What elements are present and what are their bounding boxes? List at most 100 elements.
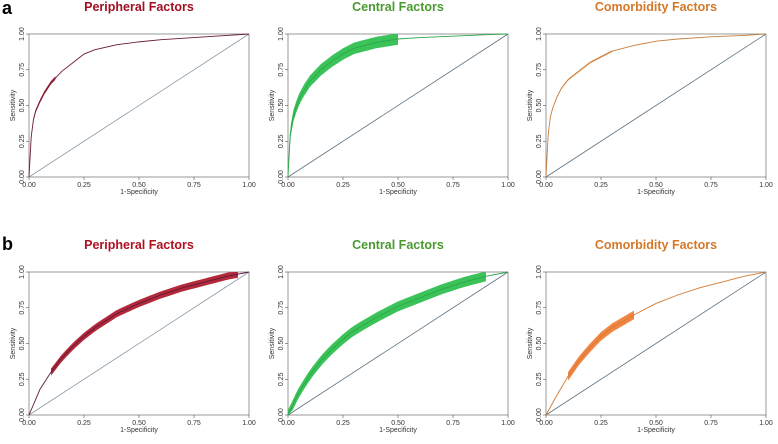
x-tick-label: 0.75 xyxy=(187,182,201,189)
x-tick-label: 1.00 xyxy=(759,182,773,189)
x-tick-label: 1.00 xyxy=(501,182,515,189)
y-tick-label: 1.00 xyxy=(536,265,543,279)
chart-b-3: Comorbidity Factors 0.00 0.25 0.50 0.75 1.00 0… xyxy=(527,238,773,434)
x-axis-label: 1-Specificity xyxy=(120,427,158,434)
roc-curve xyxy=(545,33,767,178)
x-axis-label: 1-Specificity xyxy=(120,189,158,196)
y-axis-label: Sensitivity xyxy=(269,327,276,359)
y-tick-label: 1.00 xyxy=(278,27,285,41)
charts-layer: Peripheral Factors 0.00 0.25 0.50 0.75 1.00 0.… xyxy=(10,0,773,434)
x-tick-label: 0.00 xyxy=(281,420,295,427)
x-tick-label: 1.00 xyxy=(759,420,773,427)
reference-line xyxy=(28,33,250,178)
y-tick-label: 0.75 xyxy=(19,301,26,315)
x-tick-label: 1.00 xyxy=(242,420,256,427)
y-tick-label: 0.00 xyxy=(278,408,285,422)
reference-line xyxy=(287,33,509,178)
y-tick-label: 0.75 xyxy=(19,63,26,77)
chart-title: Peripheral Factors xyxy=(84,0,194,14)
panel-label-b: b xyxy=(2,234,13,254)
chart-a-2: Central Factors 0.00 0.25 0.50 0.75 1.00 0.00 0… xyxy=(269,0,515,196)
y-tick-label: 0.25 xyxy=(536,134,543,148)
chart-b-2: Central Factors 0.00 0.25 0.50 0.75 1.00 0.00 0… xyxy=(269,238,515,434)
x-axis-label: 1-Specificity xyxy=(637,189,675,196)
y-tick-label: 0.25 xyxy=(278,134,285,148)
reference-line xyxy=(545,33,767,178)
x-tick-label: 0.50 xyxy=(391,182,405,189)
x-tick-label: 0.00 xyxy=(539,182,553,189)
chart-title: Central Factors xyxy=(352,0,444,14)
x-tick-label: 0.25 xyxy=(336,420,350,427)
x-tick-label: 0.25 xyxy=(594,420,608,427)
y-axis-label: Sensitivity xyxy=(527,327,534,359)
y-tick-label: 0.00 xyxy=(278,170,285,184)
x-tick-label: 0.50 xyxy=(132,182,146,189)
chart-title: Comorbidity Factors xyxy=(595,238,717,252)
reference-line xyxy=(287,271,509,416)
y-tick-label: 0.00 xyxy=(536,408,543,422)
y-tick-label: 0.25 xyxy=(536,372,543,386)
x-tick-label: 0.00 xyxy=(539,420,553,427)
x-axis-label: 1-Specificity xyxy=(379,427,417,434)
chart-title: Comorbidity Factors xyxy=(595,0,717,14)
y-axis-label: Sensitivity xyxy=(527,89,534,121)
x-axis-label: 1-Specificity xyxy=(379,189,417,196)
y-tick-label: 1.00 xyxy=(19,27,26,41)
y-tick-label: 0.25 xyxy=(19,372,26,386)
x-tick-label: 0.75 xyxy=(187,420,201,427)
x-tick-label: 0.25 xyxy=(594,182,608,189)
x-tick-label: 0.25 xyxy=(336,182,350,189)
x-tick-label: 0.50 xyxy=(132,420,146,427)
x-tick-label: 0.25 xyxy=(77,182,91,189)
y-tick-label: 0.50 xyxy=(19,99,26,113)
chart-a-3: Comorbidity Factors 0.00 0.25 0.50 0.75 1.00 0… xyxy=(527,0,773,196)
y-tick-label: 0.50 xyxy=(278,337,285,351)
reference-line xyxy=(545,271,767,416)
y-tick-label: 0.50 xyxy=(536,99,543,113)
x-tick-label: 0.00 xyxy=(281,182,295,189)
y-tick-label: 0.00 xyxy=(536,170,543,184)
x-tick-label: 0.75 xyxy=(446,420,460,427)
y-axis-label: Sensitivity xyxy=(269,89,276,121)
x-tick-label: 0.50 xyxy=(649,182,663,189)
y-tick-label: 0.75 xyxy=(536,63,543,77)
y-tick-label: 0.00 xyxy=(19,170,26,184)
reference-line xyxy=(28,271,250,416)
x-tick-label: 0.25 xyxy=(77,420,91,427)
y-tick-label: 0.75 xyxy=(278,63,285,77)
roc-curve xyxy=(287,271,509,416)
x-tick-label: 1.00 xyxy=(501,420,515,427)
y-tick-label: 0.50 xyxy=(536,337,543,351)
x-tick-label: 0.50 xyxy=(391,420,405,427)
chart-b-1: Peripheral Factors 0.00 0.25 0.50 0.75 1.00 0.… xyxy=(10,238,256,434)
y-axis-label: Sensitivity xyxy=(10,327,17,359)
confidence-band xyxy=(288,272,486,415)
y-tick-label: 0.00 xyxy=(19,408,26,422)
roc-curve xyxy=(28,271,250,416)
confidence-band xyxy=(568,310,634,381)
y-tick-label: 0.50 xyxy=(19,337,26,351)
chart-title: Central Factors xyxy=(352,238,444,252)
roc-curve xyxy=(287,33,509,178)
y-tick-label: 0.75 xyxy=(278,301,285,315)
y-tick-label: 1.00 xyxy=(19,265,26,279)
y-axis-label: Sensitivity xyxy=(10,89,17,121)
y-tick-label: 0.75 xyxy=(536,301,543,315)
x-tick-label: 0.00 xyxy=(22,420,36,427)
chart-a-1: Peripheral Factors 0.00 0.25 0.50 0.75 1.00 0.… xyxy=(10,0,256,196)
x-tick-label: 0.50 xyxy=(649,420,663,427)
x-tick-label: 0.00 xyxy=(22,182,36,189)
chart-title: Peripheral Factors xyxy=(84,238,194,252)
panel-label-a: a xyxy=(2,0,13,18)
y-tick-label: 0.25 xyxy=(19,134,26,148)
y-tick-label: 1.00 xyxy=(278,265,285,279)
x-axis-label: 1-Specificity xyxy=(637,427,675,434)
roc-curve xyxy=(545,271,767,416)
x-tick-label: 0.75 xyxy=(704,182,718,189)
y-tick-label: 0.50 xyxy=(278,99,285,113)
x-tick-label: 0.75 xyxy=(446,182,460,189)
confidence-band xyxy=(288,34,398,177)
x-tick-label: 1.00 xyxy=(242,182,256,189)
roc-curve xyxy=(28,33,250,178)
